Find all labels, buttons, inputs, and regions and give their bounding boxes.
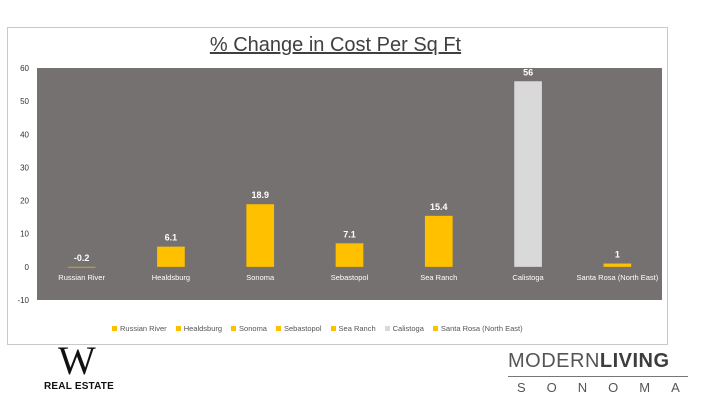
data-label: 56 [523, 67, 533, 77]
logo-ml-bold: LIVING [599, 350, 670, 372]
data-label: 1 [615, 250, 620, 260]
logo-ml-thin: MODERN [508, 350, 600, 372]
bar [67, 266, 96, 268]
x-tick-label: Sebastopol [331, 273, 369, 282]
legend-label: Sebastopol [283, 324, 322, 333]
logo-w-letter: W [58, 338, 96, 383]
legend-swatch [231, 326, 237, 331]
legend-item: Sea Ranch [330, 324, 376, 333]
y-tick-label: 0 [25, 263, 30, 272]
legend-label: Sea Ranch [338, 324, 376, 333]
logo-ml-top: MODERNLIVING [508, 350, 708, 373]
legend-item: Sonoma [231, 324, 267, 333]
x-tick-label: Russian River [58, 273, 105, 282]
data-label: -0.2 [74, 253, 90, 263]
legend-swatch [330, 326, 336, 331]
bar [335, 243, 364, 267]
data-label: 7.1 [343, 229, 356, 239]
legend-label: Russian River [120, 324, 167, 333]
legend-swatch [175, 326, 181, 331]
legend-label: Sonoma [239, 324, 267, 333]
bar [157, 246, 185, 267]
legend-label: Santa Rosa (North East) [440, 324, 523, 333]
legend-swatch [432, 326, 438, 331]
x-tick-label: Healdsburg [152, 273, 190, 282]
bar [603, 263, 632, 267]
data-label: 6.1 [165, 233, 178, 243]
data-label: 18.9 [251, 190, 269, 200]
legend-swatch [384, 326, 390, 331]
data-label: 15.4 [430, 202, 448, 212]
y-tick-label: 30 [20, 163, 29, 172]
y-tick-label: 20 [20, 197, 29, 206]
y-tick-label: 60 [20, 64, 29, 73]
x-tick-label: Santa Rosa (North East) [577, 273, 659, 282]
legend-item: Santa Rosa (North East) [432, 324, 523, 333]
x-tick-label: Sea Ranch [420, 273, 457, 282]
logo-w-text: REAL ESTATE [44, 381, 114, 392]
x-tick-label: Sonoma [246, 273, 275, 282]
legend-label: Healdsburg [183, 324, 223, 333]
bar [424, 215, 453, 267]
legend-swatch [112, 326, 117, 331]
legend-item: Sebastopol [275, 324, 322, 333]
logo-ml-divider [508, 376, 688, 377]
legend-label: Calistoga [392, 324, 424, 333]
legend-item: Russian River [112, 324, 167, 333]
legend-item: Calistoga [384, 324, 424, 333]
y-tick-label: 50 [20, 97, 29, 106]
chart-title: % Change in Cost Per Sq Ft [209, 34, 462, 56]
modern-living-sonoma-logo: MODERNLIVING SONOMA [508, 350, 708, 400]
y-tick-label: 10 [20, 230, 29, 239]
legend-item: Healdsburg [175, 324, 223, 333]
bar [246, 204, 275, 267]
chart-legend: Russian River Healdsburg Sonoma Sebastopol S… [112, 324, 523, 333]
legend-swatch [275, 326, 281, 331]
bar [514, 81, 542, 267]
logo-ml-bottom: SONOMA [517, 380, 701, 395]
y-tick-label: 40 [20, 130, 29, 139]
y-tick-label: -10 [17, 296, 29, 305]
w-real-estate-logo: W REAL ESTATE [44, 338, 120, 395]
x-tick-label: Calistoga [512, 273, 544, 282]
